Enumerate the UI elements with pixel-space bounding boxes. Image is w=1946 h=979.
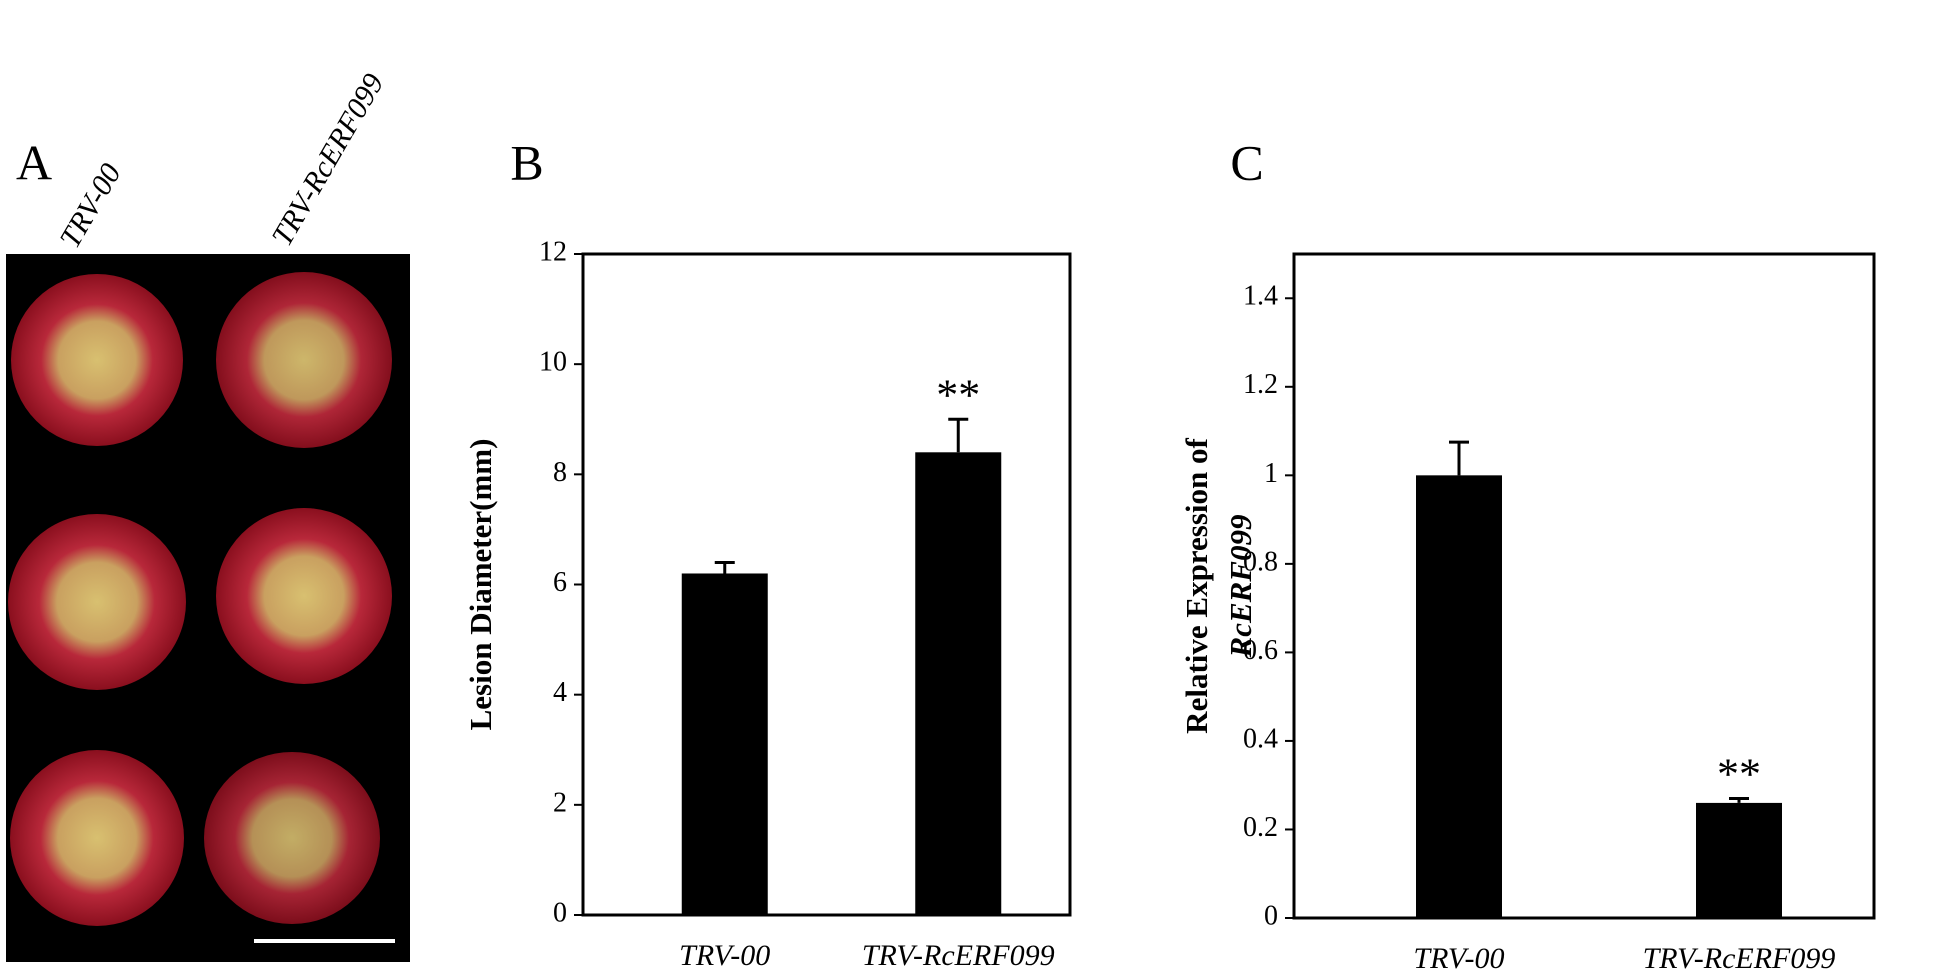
plot-frame — [1292, 252, 1876, 920]
x-tick-label: TRV-RcERF099 — [862, 939, 1055, 972]
y-tick-label: 1.4 — [1243, 281, 1278, 312]
y-tick-label: 2 — [553, 787, 567, 818]
y-tick-label: 0.2 — [1243, 812, 1278, 843]
significance-label: ** — [936, 370, 980, 419]
error-bar — [1449, 440, 1469, 476]
error-bar — [948, 417, 969, 453]
column-label: TRV-00 — [53, 158, 127, 253]
panel-label: B — [510, 134, 543, 190]
photo — [6, 254, 410, 962]
y-tick-label: 1 — [1264, 458, 1278, 489]
bar — [1696, 802, 1782, 918]
error-bar — [1729, 796, 1749, 803]
y-tick-label: 8 — [553, 457, 567, 488]
y-axis-label: Lesion Diameter(mm) — [463, 439, 498, 731]
panel-label: A — [16, 134, 52, 190]
bar — [681, 573, 768, 915]
y-axis-label: RcERF099 — [1223, 515, 1258, 659]
y-tick-label: 6 — [553, 567, 567, 598]
y-tick-label: 1.2 — [1243, 369, 1278, 400]
y-axis-label: Relative Expression of — [1179, 438, 1214, 734]
x-tick-label: TRV-00 — [679, 939, 770, 972]
y-tick-label: 0.8 — [1243, 546, 1278, 577]
y-tick-label: 10 — [539, 347, 567, 378]
panel-label: C — [1230, 134, 1263, 190]
column-label: TRV-RcERF099 — [265, 68, 390, 251]
bar — [1416, 475, 1502, 918]
significance-label: ** — [1717, 749, 1761, 798]
y-tick-label: 0 — [553, 897, 567, 928]
x-tick-label: TRV-00 — [1413, 942, 1504, 975]
bar — [915, 452, 1002, 915]
x-tick-label: TRV-RcERF099 — [1643, 942, 1836, 975]
y-tick-label: 0.4 — [1243, 723, 1278, 754]
y-tick-label: 4 — [553, 677, 567, 708]
y-tick-label: 0 — [1264, 900, 1278, 931]
y-tick-label: 12 — [539, 236, 567, 267]
y-tick-label: 0.6 — [1243, 635, 1278, 666]
error-bar — [714, 560, 735, 574]
